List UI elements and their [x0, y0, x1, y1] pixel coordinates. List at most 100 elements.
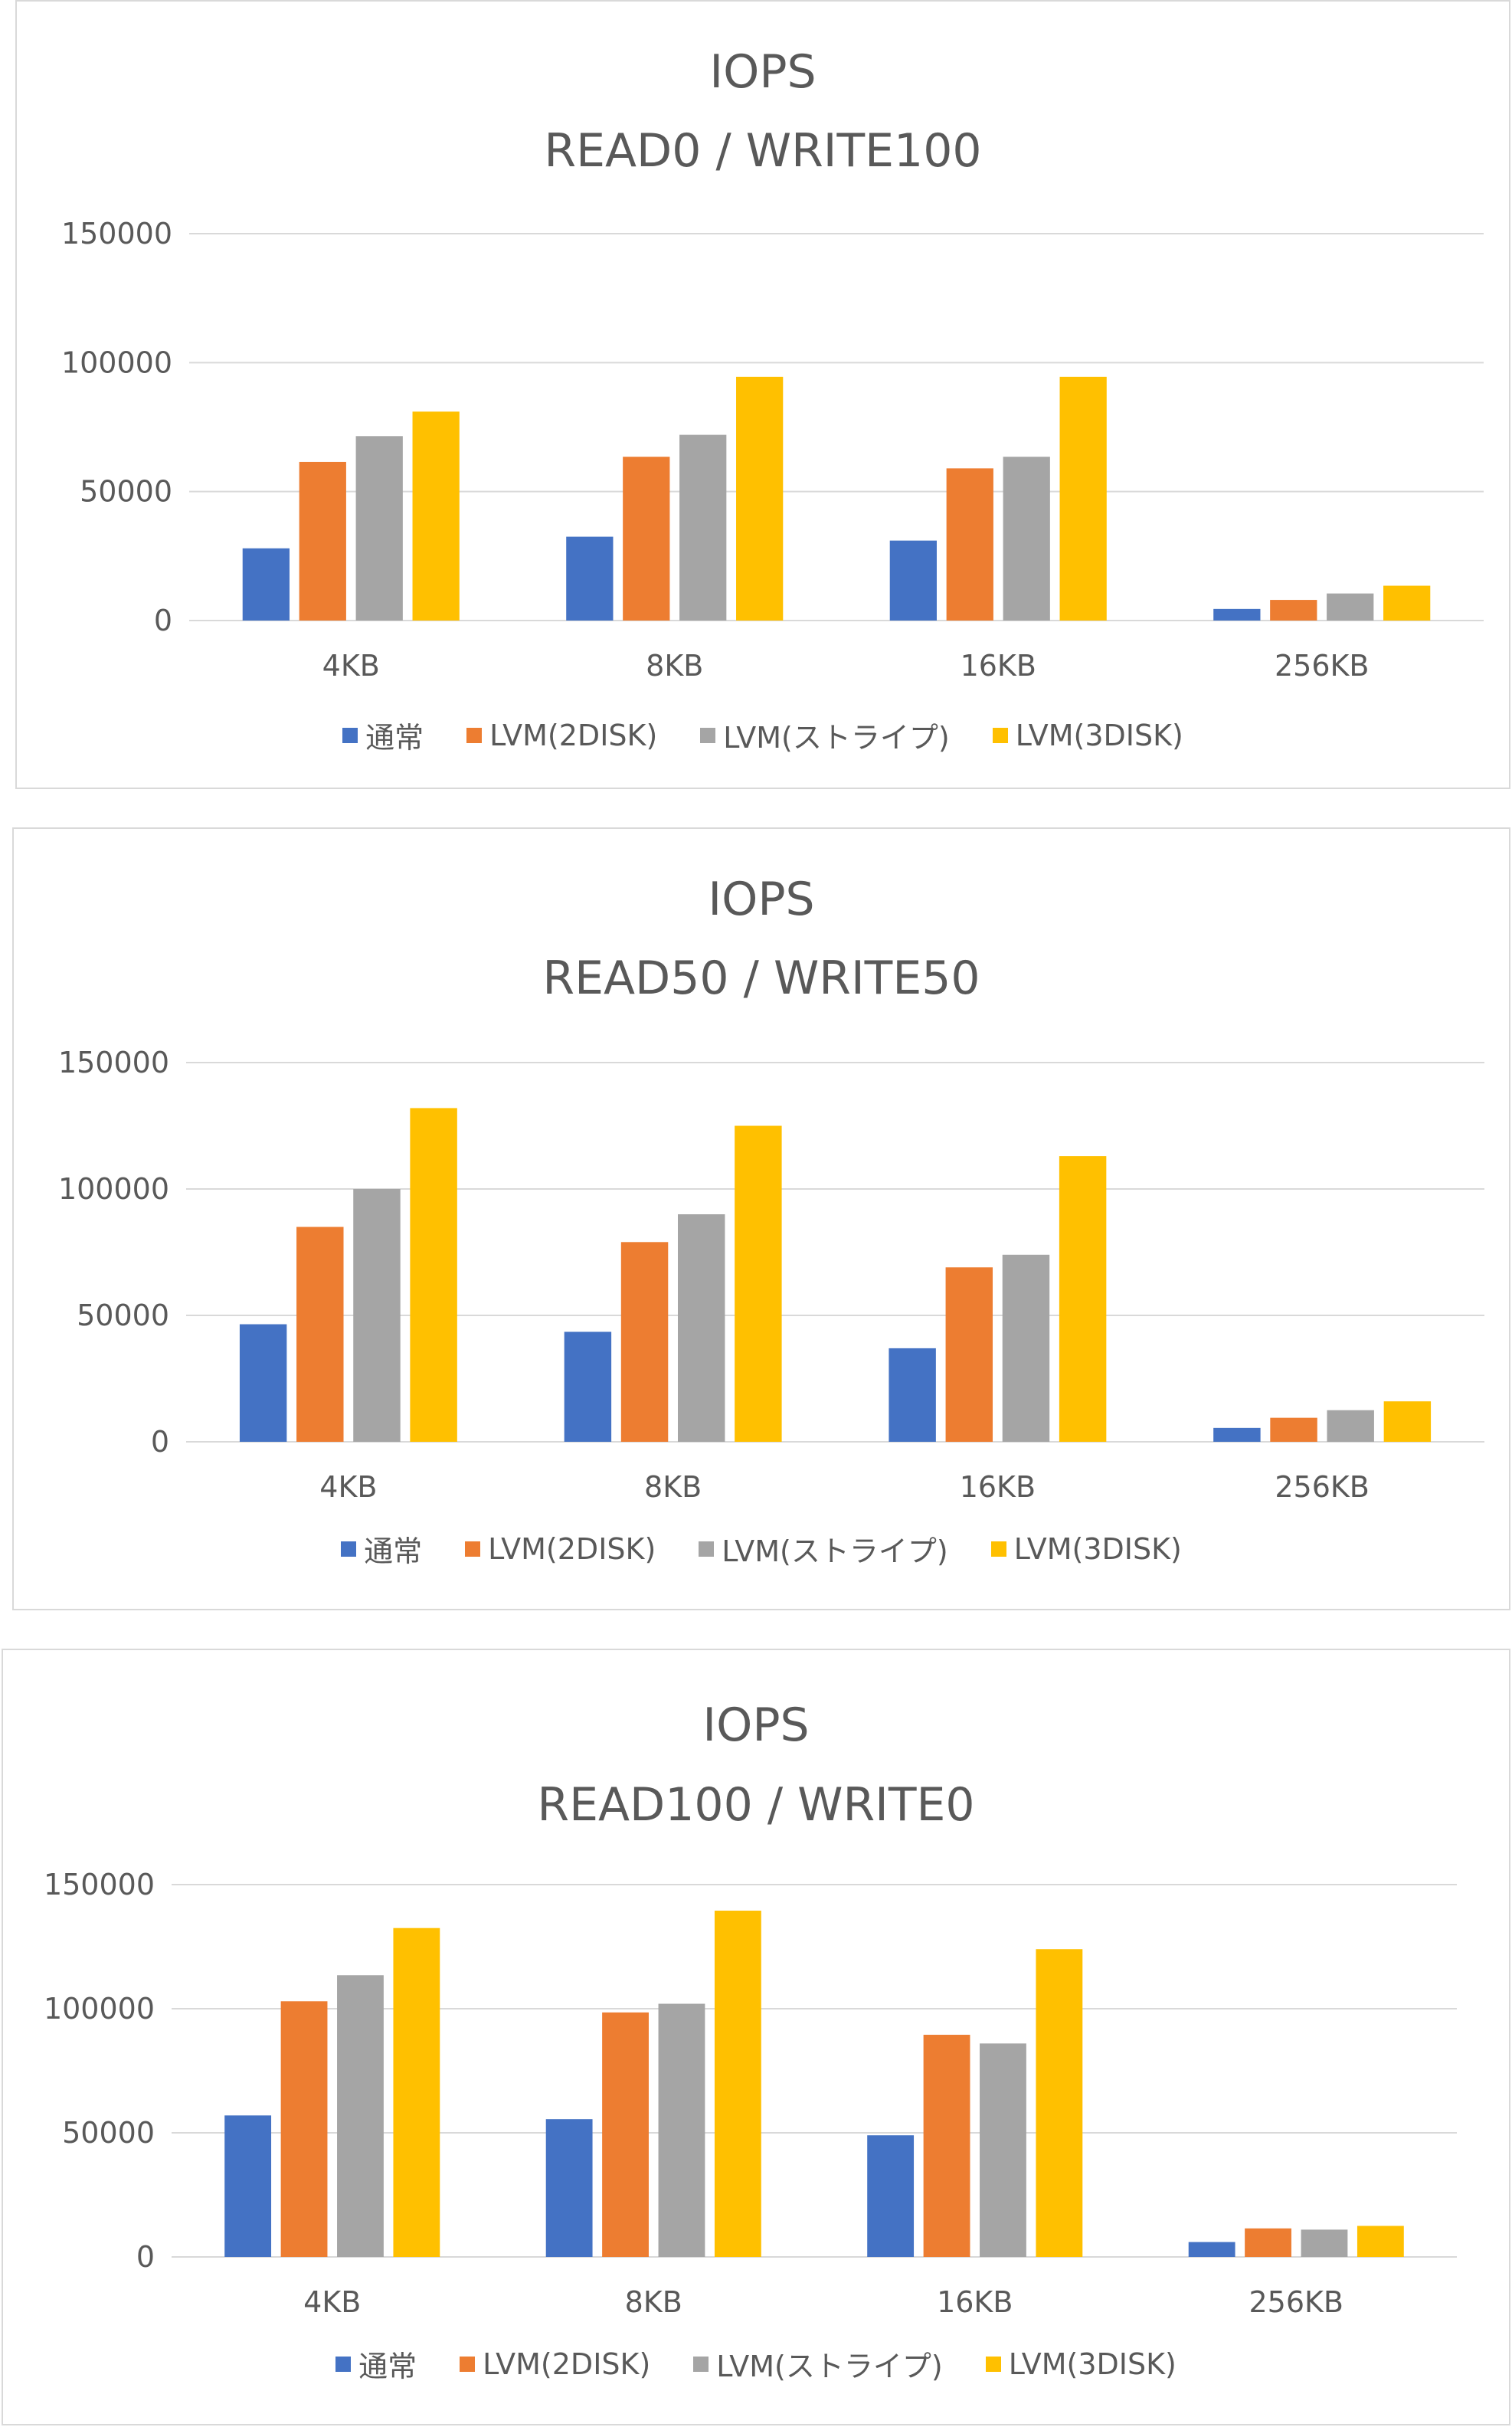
bar: [566, 536, 614, 621]
legend-label: LVM(3DISK): [1008, 2347, 1177, 2381]
bar: [980, 2043, 1026, 2257]
chart-subtitle: READ0 / WRITE100: [544, 124, 982, 178]
y-tick-label: 100000: [58, 1172, 169, 1206]
bar: [224, 2115, 272, 2257]
bar-chart-plot: 0 50000 100000 150000 4KB 8KB 16KB 256KB: [44, 1868, 1457, 2319]
legend-item-normal: 通常: [341, 1528, 422, 1570]
bar: [658, 2003, 705, 2257]
x-tick-label: 256KB: [1275, 1470, 1370, 1504]
bar: [410, 1108, 457, 1442]
legend-item-lvm-stripe: LVM(ストライプ): [693, 2343, 943, 2385]
x-tick-label: 4KB: [319, 1470, 377, 1504]
bar: [736, 376, 784, 621]
bar-chart-plot: 0 50000 100000 150000 4KB 8KB 16KB 256KB: [61, 217, 1484, 683]
bar: [1003, 457, 1050, 621]
chart-panel-read0-write100: IOPS READ0 / WRITE100 0 50000 100000 150000…: [15, 0, 1510, 789]
y-tick-label: 0: [151, 1425, 169, 1459]
legend-label: LVM(ストライプ): [723, 721, 950, 755]
legend-item-lvm-3disk: LVM(3DISK): [990, 1531, 1182, 1566]
legend-label: LVM(3DISK): [1015, 718, 1183, 752]
legend-item-normal: 通常: [342, 714, 424, 756]
bar: [1188, 2242, 1235, 2257]
bar: [1059, 376, 1107, 621]
y-tick-label: 150000: [61, 217, 172, 251]
bar: [602, 2012, 649, 2257]
bar: [239, 1324, 287, 1442]
bar: [1059, 1156, 1107, 1442]
bar: [545, 2119, 593, 2257]
y-tick-label: 0: [154, 604, 172, 637]
x-tick-label: 4KB: [322, 649, 380, 683]
chart-title: IOPS: [702, 1698, 810, 1752]
legend-swatch: [465, 1541, 481, 1557]
bar: [620, 1242, 669, 1442]
y-tick-label: 150000: [58, 1046, 169, 1079]
legend-label: 通常: [364, 1534, 423, 1568]
legend-label: LVM(ストライプ): [716, 2350, 943, 2383]
bar: [623, 457, 670, 621]
y-tick-label: 100000: [44, 1992, 155, 2026]
legend-item-lvm-3disk: LVM(3DISK): [992, 718, 1183, 752]
bar: [1357, 2226, 1404, 2257]
legend-item-lvm-3disk: LVM(3DISK): [985, 2347, 1177, 2381]
bar: [280, 2001, 328, 2257]
legend-label: LVM(ストライプ): [722, 1534, 948, 1568]
bar-chart-plot: 0 50000 100000 150000 4KB 8KB 16KB 256KB: [58, 1046, 1484, 1504]
y-tick-label: 100000: [61, 346, 172, 379]
legend-swatch: [699, 1541, 715, 1557]
bar: [1327, 593, 1374, 621]
bar: [564, 1331, 612, 1442]
y-tick-label: 0: [136, 2240, 155, 2274]
x-tick-label: 16KB: [937, 2285, 1013, 2319]
x-tick-label: 8KB: [625, 2285, 682, 2319]
bar: [714, 1911, 761, 2257]
bar: [1002, 1254, 1050, 1442]
bar: [1270, 600, 1317, 621]
bar: [296, 1227, 344, 1442]
bar: [1213, 1427, 1261, 1442]
bar: [945, 1267, 993, 1442]
bar: [1301, 2229, 1348, 2257]
bar: [889, 540, 937, 621]
bar: [1383, 1401, 1432, 1442]
chart-legend: 通常 LVM(2DISK) LVM(ストライプ) LVM(3DISK): [17, 714, 1509, 756]
x-tick-label: 256KB: [1249, 2285, 1343, 2319]
legend-item-lvm-2disk: LVM(2DISK): [466, 719, 657, 752]
legend-item-normal: 通常: [335, 2343, 417, 2385]
legend-swatch: [992, 727, 1008, 743]
y-tick-label: 50000: [62, 2116, 155, 2150]
x-tick-label: 4KB: [303, 2285, 361, 2319]
bar: [889, 1348, 936, 1442]
bar: [923, 2035, 970, 2257]
chart-title: IOPS: [709, 45, 817, 99]
legend-swatch: [460, 2356, 476, 2372]
x-tick-label: 16KB: [961, 649, 1036, 683]
legend-item-lvm-stripe: LVM(ストライプ): [699, 1528, 948, 1570]
bar: [1327, 1410, 1374, 1442]
legend-label: LVM(2DISK): [489, 718, 658, 752]
legend-label: LVM(3DISK): [1013, 1531, 1182, 1566]
x-tick-label: 8KB: [646, 649, 703, 683]
legend-swatch: [700, 727, 716, 743]
legend-swatch: [341, 1541, 357, 1557]
x-tick-label: 8KB: [644, 1470, 702, 1504]
bar: [355, 436, 403, 621]
bar: [679, 434, 727, 621]
x-tick-label: 16KB: [960, 1470, 1036, 1504]
bar: [735, 1125, 782, 1442]
legend-swatch: [342, 727, 358, 743]
bar: [1213, 608, 1261, 621]
legend-swatch: [985, 2356, 1001, 2372]
legend-item-lvm-2disk: LVM(2DISK): [465, 1532, 656, 1566]
bar: [1036, 1949, 1083, 2257]
chart-legend: 通常 LVM(2DISK) LVM(ストライプ) LVM(3DISK): [3, 2343, 1509, 2385]
chart-subtitle: READ50 / WRITE50: [542, 951, 980, 1005]
bar: [946, 468, 993, 621]
bar: [1245, 2228, 1291, 2257]
bar: [242, 548, 290, 621]
legend-label: 通常: [358, 2350, 417, 2383]
bar: [337, 1975, 384, 2257]
legend-swatch: [335, 2356, 352, 2372]
legend-label: 通常: [365, 721, 424, 755]
y-tick-label: 50000: [77, 1299, 169, 1332]
